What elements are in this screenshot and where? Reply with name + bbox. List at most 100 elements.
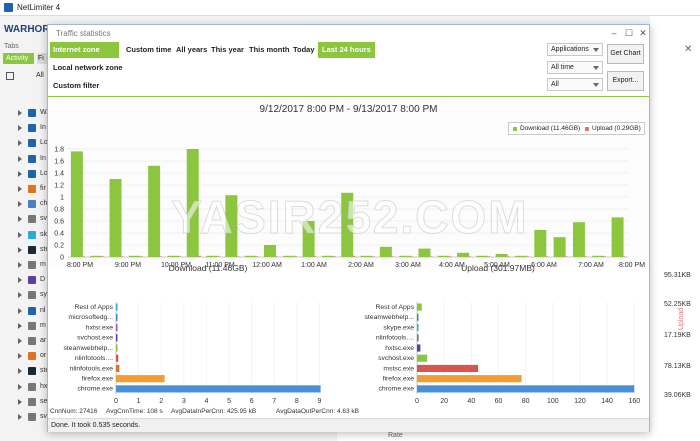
maximize-icon[interactable]: ☐: [624, 28, 634, 38]
filter-select[interactable]: All: [547, 78, 603, 91]
chevron-right-icon[interactable]: [18, 307, 22, 314]
chevron-right-icon[interactable]: [18, 246, 22, 253]
download-bar: [379, 246, 392, 257]
upload-category-label: skype.exe: [383, 324, 414, 331]
download-bar: [553, 237, 566, 257]
tab-activity[interactable]: Activity: [3, 53, 34, 64]
range-all-years-button[interactable]: All years: [176, 45, 208, 54]
chevron-right-icon[interactable]: [18, 186, 22, 192]
y-tick-label: 1.2: [54, 183, 64, 190]
tree-item[interactable]: WAR: [2, 108, 56, 118]
app-icon: [28, 321, 36, 330]
chevron-right-icon[interactable]: [18, 368, 22, 375]
chevron-right-icon[interactable]: [18, 277, 22, 284]
tree-item[interactable]: sk: [2, 230, 50, 240]
app-icon: [28, 337, 36, 345]
x-tick-label: 1:00 AM: [301, 262, 327, 267]
grid-view-icon[interactable]: [6, 72, 14, 80]
chevron-right-icon[interactable]: [18, 292, 22, 299]
tree-item[interactable]: ch: [2, 199, 50, 209]
tree-item[interactable]: Lo: [2, 169, 50, 179]
legend-download-swatch: [513, 127, 517, 131]
chevron-right-icon[interactable]: [18, 140, 22, 147]
export-button[interactable]: Export...: [607, 71, 644, 91]
chevron-right-icon[interactable]: [18, 231, 22, 238]
tree-item[interactable]: hx: [2, 382, 50, 392]
chevron-right-icon[interactable]: [18, 338, 22, 344]
chevron-right-icon[interactable]: [18, 398, 22, 405]
tree-item-label: nl: [40, 306, 46, 314]
x-tick-label: 11:00 PM: [205, 262, 235, 267]
y-tick-label: 1.6: [54, 159, 64, 166]
upload-bar: [488, 256, 491, 257]
right-value: 39.06KB: [664, 392, 691, 399]
chevron-right-icon[interactable]: [18, 353, 22, 360]
tree-item[interactable]: ste: [2, 366, 50, 376]
tree-item[interactable]: m: [2, 321, 50, 331]
dialog-titlebar[interactable]: Traffic statistics – ☐ ✕: [48, 25, 649, 41]
get-chart-button[interactable]: Get Chart: [607, 44, 644, 64]
group-by-select[interactable]: Applications: [547, 43, 603, 56]
tree-item[interactable]: Lo: [2, 138, 50, 148]
tree-item[interactable]: ste: [2, 245, 50, 255]
right-value: 52.25KB: [664, 301, 691, 308]
tree-item[interactable]: or: [2, 351, 50, 361]
range-this-year-button[interactable]: This year: [211, 45, 244, 54]
tree-item[interactable]: ar: [2, 336, 50, 346]
app-icon: [28, 124, 36, 133]
hourly-traffic-chart-svg: 0 0.2 0.4 0.6 0.8 1 1.2 1.4 1.6 1.8 8:00 PM 9:00 PM…: [54, 147, 645, 268]
group-by-select-value: Applications: [551, 46, 589, 53]
tree-item[interactable]: In: [2, 123, 50, 133]
upload-bar: [449, 256, 452, 257]
minimize-icon[interactable]: –: [611, 28, 617, 38]
chevron-right-icon[interactable]: [18, 216, 22, 223]
tree-item[interactable]: In: [2, 154, 50, 164]
app-icon: [28, 276, 36, 285]
chevron-right-icon[interactable]: [18, 322, 22, 329]
upload-bar: [140, 256, 143, 257]
chevron-right-icon[interactable]: [18, 155, 22, 162]
all-filter-label[interactable]: All: [36, 72, 44, 79]
stat-cnn-num: CnnNum: 27416: [50, 408, 98, 415]
tree-item[interactable]: sv: [2, 412, 50, 422]
chevron-right-icon[interactable]: [18, 262, 22, 268]
tree-item[interactable]: se: [2, 397, 50, 407]
tree-item-label: sv: [40, 413, 47, 420]
range-last-24-hours-button[interactable]: Last 24 hours: [318, 42, 375, 58]
download-category-label: steamwebhelp...: [64, 345, 114, 352]
host-label: WARHORSE: [4, 24, 63, 35]
app-icon: [28, 261, 36, 269]
download-bar: [116, 334, 118, 342]
right-value: 17.19KB: [664, 332, 691, 339]
range-custom-time-button[interactable]: Custom time: [126, 45, 172, 54]
app-icon: [28, 109, 36, 117]
chevron-right-icon[interactable]: [18, 110, 22, 116]
tree-item[interactable]: sy: [2, 290, 50, 300]
chevron-down-icon: [593, 66, 599, 70]
period-select[interactable]: All time: [547, 61, 603, 74]
zone-internet-button[interactable]: Internet zone: [50, 42, 119, 58]
tree-item[interactable]: m: [2, 260, 50, 270]
chevron-right-icon[interactable]: [18, 414, 22, 420]
chevron-right-icon[interactable]: [18, 125, 22, 132]
zone-local-button[interactable]: Local network zone: [53, 63, 123, 72]
range-today-button[interactable]: Today: [293, 45, 315, 54]
tree-item[interactable]: sv: [2, 214, 50, 224]
chevron-right-icon[interactable]: [18, 383, 22, 390]
download-bar: [592, 255, 605, 257]
chart-legend: Download (11.46GB) Upload (0.29GB): [508, 122, 645, 135]
legend-download-label: Download (11.46GB): [520, 125, 581, 132]
chevron-right-icon[interactable]: [18, 170, 22, 177]
tree-item[interactable]: D: [2, 275, 50, 285]
tree-item[interactable]: fir: [2, 184, 50, 194]
tree-item[interactable]: nl: [2, 306, 50, 316]
range-this-month-button[interactable]: This month: [249, 45, 290, 54]
close-icon[interactable]: ✕: [639, 28, 647, 38]
chevron-right-icon[interactable]: [18, 201, 22, 208]
download-x-tick-label: 2: [159, 398, 163, 405]
zone-custom-filter-button[interactable]: Custom filter: [53, 81, 100, 90]
tree-item-label: ar: [40, 337, 47, 344]
tab-filters[interactable]: Fi: [37, 53, 47, 64]
right-panel-close-icon[interactable]: ✕: [684, 44, 693, 55]
main-titlebar: NetLimiter 4: [0, 0, 700, 16]
